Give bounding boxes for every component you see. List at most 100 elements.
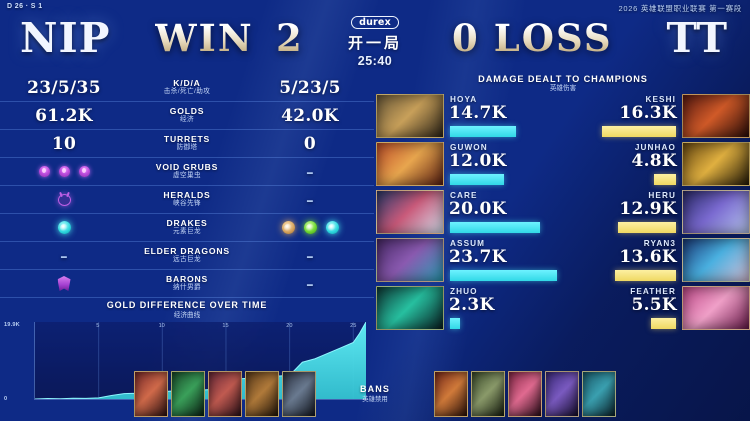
herald-icon (57, 193, 71, 206)
stat-label-cn: 经济 (180, 116, 194, 124)
right-team-score: 0 (452, 16, 480, 60)
stat-label: BARONS 纳什男爵 (128, 275, 246, 292)
league-title: 2026 英雄联盟职业联赛 第一赛段 (618, 4, 742, 13)
stat-value-left: 23/5/35 (27, 77, 101, 98)
damage-value: 20.0K (449, 199, 507, 220)
player-name: JUNHAO (634, 143, 676, 153)
gold-chart-ytick-bottom: 0 (4, 396, 8, 403)
champion-portrait (682, 142, 750, 187)
stat-row: 61.2K GOLDS 经济 42.0K (0, 102, 374, 130)
team-tag-left: NIP (20, 14, 111, 62)
champion-portrait (376, 142, 444, 187)
player-name: ASSUM (450, 239, 486, 249)
sponsor-slogan: 开一局 (347, 35, 402, 52)
ban-champion-portrait (208, 371, 242, 417)
damage-value: 16.3K (619, 103, 677, 124)
bans-section: BANS 英雄禁用 (0, 371, 750, 417)
right-result-group: 0 LOSS (452, 20, 613, 57)
gold-chart-ytick-top: 19.9K (4, 322, 20, 329)
gold-chart-header: GOLD DIFFERENCE OVER TIME 经济曲线 (0, 300, 374, 319)
drake-nature-icon (303, 221, 317, 234)
damage-bar-track (450, 126, 557, 138)
bans-left (134, 371, 316, 417)
damage-row: GUWON 12.0K (376, 142, 563, 188)
damage-bar-fill (654, 174, 676, 186)
stat-value-right: – (306, 274, 314, 293)
player-name: RYAN3 (643, 239, 676, 249)
damage-bar-fill (450, 174, 505, 186)
damage-list-left: HOYA 14.7K GUWON 12.0K CARE 20.0K ASSUM 23.7K ZH… (376, 92, 563, 332)
damage-bar-track (569, 174, 676, 186)
stat-label-en: BARONS (165, 274, 209, 285)
damage-value: 12.9K (619, 199, 677, 220)
player-name: KESHI (645, 95, 676, 105)
damage-row: FEATHER 5.5K (563, 286, 750, 332)
stat-label-en: DRAKES (166, 218, 208, 229)
damage-bar-track (450, 270, 557, 282)
damage-value: 23.7K (449, 247, 507, 268)
void-grub-icon (78, 166, 90, 177)
damage-bar-track (450, 222, 557, 234)
stat-label: VOID GRUBS 虚空巢虫 (128, 163, 246, 180)
stat-label-en: GOLDS (169, 106, 205, 117)
damage-bar-track (569, 126, 676, 138)
ban-champion-portrait (245, 371, 279, 417)
bans-label: BANS 英雄禁用 (316, 384, 434, 403)
damage-value: 5.5K (631, 295, 677, 316)
stat-row: DRAKES 元素巨龙 (0, 214, 374, 242)
damage-list-right: KESHI 16.3K JUNHAO 4.8K HERU 12.9K RYAN3 13.6K F… (563, 92, 750, 332)
damage-bar-track (569, 270, 676, 282)
damage-bar-fill (614, 270, 676, 282)
stat-row: 10 TURRETS 防御塔 0 (0, 130, 374, 158)
damage-row: JUNHAO 4.8K (563, 142, 750, 188)
stat-label-en: VOID GRUBS (155, 162, 219, 173)
match-round-indicator: D 26 · S 1 (7, 3, 43, 10)
damage-info: HOYA 14.7K (444, 94, 563, 140)
stat-value-right: – (306, 162, 314, 181)
team-stats-table: 23/5/35 K/D/A 击杀/死亡/助攻 5/23/5 61.2K GOLDS 经济 42… (0, 74, 374, 403)
ban-champion-portrait (171, 371, 205, 417)
drake-water-icon (325, 221, 339, 234)
stat-value-right (246, 221, 374, 234)
gold-chart-subtitle: 经济曲线 (173, 311, 201, 319)
damage-bar-fill (651, 318, 676, 330)
stat-label: HERALDS 峡谷先锋 (128, 191, 246, 208)
gold-chart-title: GOLD DIFFERENCE OVER TIME (106, 300, 268, 310)
damage-info: ASSUM 23.7K (444, 238, 563, 284)
stat-label-en: ELDER DRAGONS (144, 246, 230, 257)
damage-info: CARE 20.0K (444, 190, 563, 236)
stat-label-en: HERALDS (163, 190, 211, 201)
drake-water-icon (57, 221, 71, 234)
damage-title-en: DAMAGE DEALT TO CHAMPIONS (478, 74, 648, 84)
damage-bar-track (450, 174, 557, 186)
damage-bar-fill (450, 270, 557, 282)
round-indicator-label: D 26 · S 1 (7, 3, 43, 10)
damage-info: HERU 12.9K (563, 190, 682, 236)
ban-champion-portrait (508, 371, 542, 417)
player-name: HOYA (450, 95, 478, 105)
stat-label-cn: 击杀/死亡/助攻 (163, 88, 211, 96)
damage-title-cn: 英雄伤害 (549, 85, 577, 93)
result-word: WIN (155, 16, 254, 60)
champion-portrait (376, 190, 444, 235)
damage-panel: DAMAGE DEALT TO CHAMPIONS 英雄伤害 HOYA 14.7K… (376, 74, 750, 332)
damage-value: 4.8K (631, 151, 677, 172)
stat-label-cn: 纳什男爵 (173, 284, 201, 292)
damage-panel-header: DAMAGE DEALT TO CHAMPIONS 英雄伤害 (376, 74, 750, 92)
stat-value-right: – (306, 246, 314, 265)
stat-label-cn: 峡谷先锋 (173, 200, 201, 208)
damage-info: ZHUO 2.3K (444, 286, 563, 332)
player-name: ZHUO (450, 287, 478, 297)
player-name: HERU (648, 191, 676, 201)
sponsor-timer-block: durex 开一局 25:40 (315, 12, 435, 68)
stat-label-en: TURRETS (163, 134, 211, 145)
stat-label: DRAKES 元素巨龙 (128, 219, 246, 236)
stat-value-left: – (60, 246, 68, 265)
damage-value: 13.6K (619, 247, 677, 268)
damage-info: RYAN3 13.6K (563, 238, 682, 284)
damage-row: ASSUM 23.7K (376, 238, 563, 284)
ban-champion-portrait (582, 371, 616, 417)
stat-value-left (0, 221, 128, 234)
stat-label: TURRETS 防御塔 (128, 135, 246, 152)
champion-portrait (376, 94, 444, 139)
